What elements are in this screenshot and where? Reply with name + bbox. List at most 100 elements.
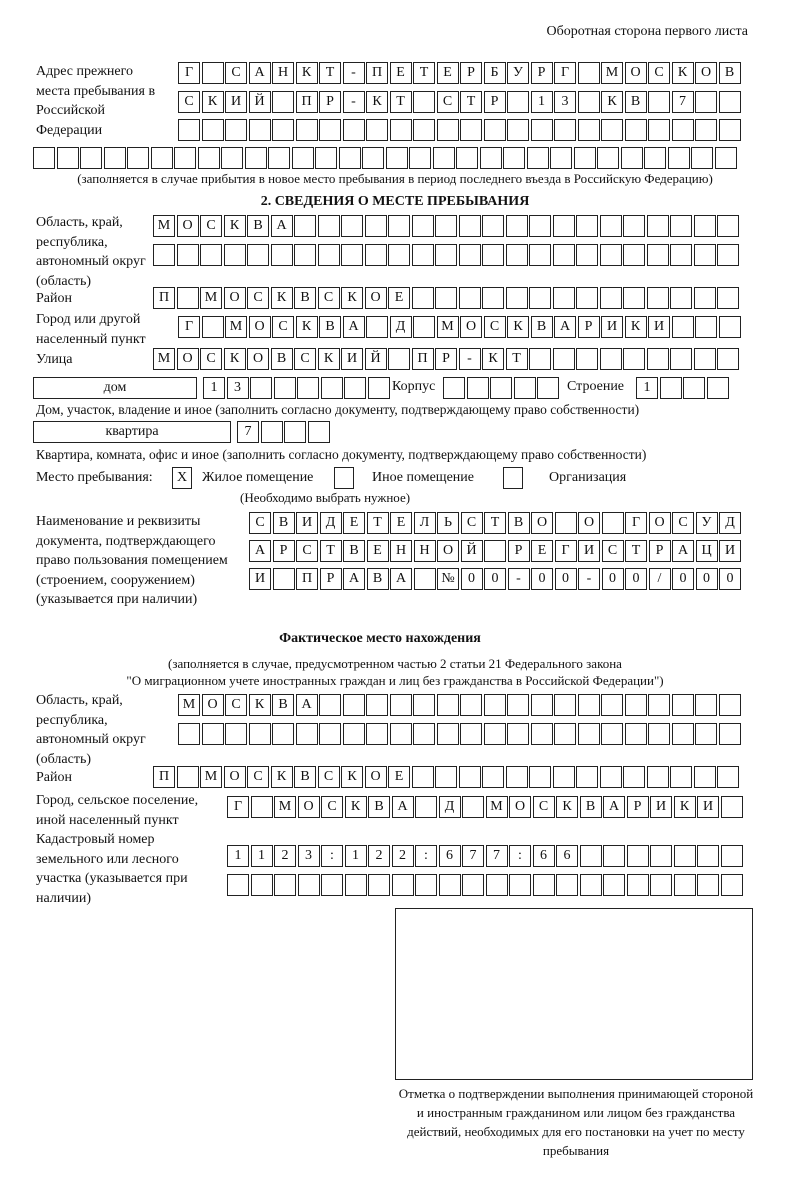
char-cell[interactable]: /	[648, 568, 671, 590]
char-cell[interactable]	[201, 119, 224, 141]
char-cell[interactable]	[648, 723, 670, 745]
char-cell[interactable]	[579, 874, 602, 896]
char-cell[interactable]	[435, 215, 457, 237]
char-cell[interactable]: 0	[672, 568, 694, 590]
char-cell[interactable]: -	[342, 91, 365, 113]
char-cell[interactable]: П	[296, 568, 318, 590]
char-cell[interactable]	[693, 766, 716, 788]
char-cell[interactable]	[718, 723, 741, 745]
char-cell[interactable]	[342, 694, 365, 716]
char-cell[interactable]	[659, 377, 682, 399]
char-cell[interactable]: Н	[272, 62, 294, 84]
char-cell[interactable]: Т	[319, 62, 341, 84]
house-type-field[interactable]: дом	[33, 377, 197, 399]
char-cell[interactable]: Т	[389, 91, 412, 113]
char-cell[interactable]: 1	[530, 91, 553, 113]
char-cell[interactable]	[671, 723, 694, 745]
char-cell[interactable]: :	[415, 845, 437, 867]
char-cell[interactable]	[176, 244, 199, 266]
char-cell[interactable]	[319, 723, 341, 745]
char-cell[interactable]	[695, 316, 717, 338]
char-cell[interactable]	[603, 845, 625, 867]
char-cell[interactable]	[695, 91, 717, 113]
char-cell[interactable]	[413, 723, 435, 745]
char-cell[interactable]: В	[270, 348, 293, 370]
char-cell[interactable]: К	[270, 766, 293, 788]
char-cell[interactable]: И	[249, 568, 271, 590]
char-cell[interactable]	[460, 694, 482, 716]
char-cell[interactable]: К	[341, 766, 363, 788]
char-cell[interactable]	[601, 512, 624, 534]
char-cell[interactable]	[670, 348, 692, 370]
char-cell[interactable]: О	[648, 512, 671, 534]
char-cell[interactable]: М	[178, 694, 200, 716]
char-cell[interactable]	[389, 119, 412, 141]
char-cell[interactable]	[507, 119, 529, 141]
char-cell[interactable]	[435, 287, 457, 309]
char-cell[interactable]: 0	[601, 568, 624, 590]
char-cell[interactable]	[366, 723, 388, 745]
char-cell[interactable]: Т	[484, 512, 506, 534]
char-cell[interactable]	[577, 119, 600, 141]
char-cell[interactable]	[603, 874, 625, 896]
char-cell[interactable]: И	[650, 796, 672, 818]
char-cell[interactable]: К	[295, 316, 318, 338]
char-cell[interactable]	[671, 316, 694, 338]
char-cell[interactable]	[435, 766, 457, 788]
char-cell[interactable]: А	[391, 796, 414, 818]
char-cell[interactable]	[272, 119, 294, 141]
char-cell[interactable]	[717, 766, 739, 788]
char-cell[interactable]	[532, 874, 555, 896]
char-cell[interactable]: Ь	[437, 512, 459, 534]
char-cell[interactable]	[505, 244, 528, 266]
char-cell[interactable]	[673, 845, 696, 867]
char-cell[interactable]: С	[648, 62, 670, 84]
char-cell[interactable]	[200, 244, 222, 266]
char-cell[interactable]: 0	[695, 568, 718, 590]
char-cell[interactable]	[362, 147, 384, 169]
char-cell[interactable]: Е	[366, 540, 389, 562]
char-cell[interactable]: О	[297, 796, 320, 818]
char-cell[interactable]	[225, 119, 247, 141]
char-cell[interactable]: С	[483, 316, 506, 338]
char-cell[interactable]: П	[411, 348, 434, 370]
char-cell[interactable]: С	[247, 766, 269, 788]
char-cell[interactable]	[505, 215, 528, 237]
char-cell[interactable]	[576, 215, 598, 237]
char-cell[interactable]: О	[509, 796, 531, 818]
char-cell[interactable]: К	[317, 348, 340, 370]
char-cell[interactable]: О	[364, 766, 387, 788]
char-cell[interactable]: Г	[227, 796, 249, 818]
char-cell[interactable]	[717, 348, 739, 370]
char-cell[interactable]: Р	[272, 540, 295, 562]
char-cell[interactable]: Р	[319, 568, 342, 590]
char-cell[interactable]	[577, 723, 600, 745]
char-cell[interactable]	[415, 796, 437, 818]
char-cell[interactable]: С	[294, 348, 316, 370]
char-cell[interactable]: Е	[343, 512, 365, 534]
char-cell[interactable]	[648, 694, 670, 716]
char-cell[interactable]: О	[460, 316, 482, 338]
char-cell[interactable]: О	[176, 348, 199, 370]
char-cell[interactable]: -	[458, 348, 481, 370]
char-cell[interactable]	[601, 723, 623, 745]
char-cell[interactable]	[483, 119, 506, 141]
char-cell[interactable]	[597, 147, 619, 169]
char-cell[interactable]: Е	[436, 62, 459, 84]
char-cell[interactable]	[460, 723, 482, 745]
char-cell[interactable]	[695, 119, 717, 141]
char-cell[interactable]	[554, 723, 576, 745]
char-cell[interactable]: 0	[554, 568, 577, 590]
char-cell[interactable]: В	[294, 766, 316, 788]
char-cell[interactable]: Т	[413, 62, 435, 84]
char-cell[interactable]: С	[225, 62, 247, 84]
document-row-3[interactable]: И П Р А В А № 0 0-0 0-0 0/0 0 0	[249, 568, 743, 590]
char-cell[interactable]	[509, 874, 531, 896]
char-cell[interactable]	[556, 874, 578, 896]
char-cell[interactable]	[201, 316, 224, 338]
char-cell[interactable]: Д	[319, 512, 342, 534]
char-cell[interactable]	[344, 874, 367, 896]
char-cell[interactable]: П	[366, 62, 388, 84]
